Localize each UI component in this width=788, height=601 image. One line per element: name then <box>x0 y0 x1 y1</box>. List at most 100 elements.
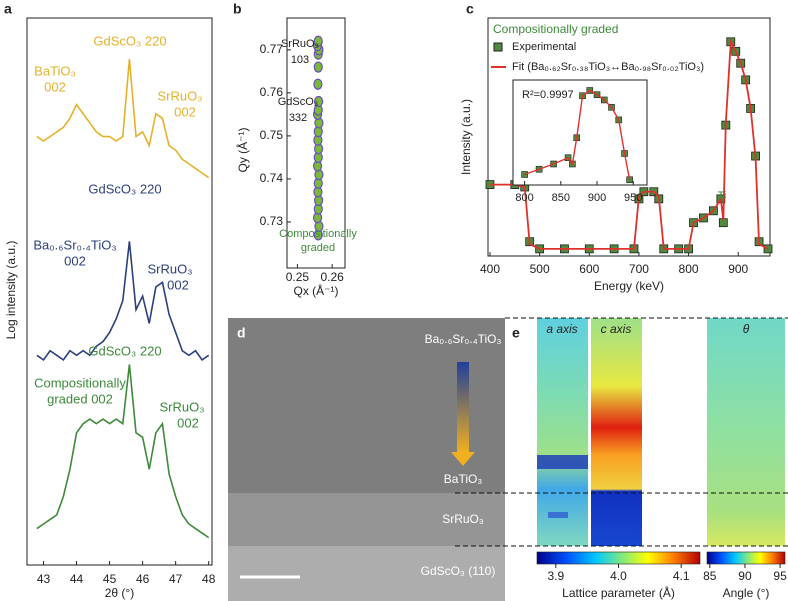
layer-label: Ba₀.₆Sr₀.₄TiO₃ <box>425 332 502 346</box>
peak-label: 002 <box>44 79 66 94</box>
rsm-point <box>313 78 323 90</box>
x-tick-label: 900 <box>728 262 748 276</box>
peak-label: GdScO₃ 220 <box>93 33 166 48</box>
rsm-point <box>314 95 324 108</box>
x-tick-label: 600 <box>579 262 599 276</box>
colorbar-tick-label: 95 <box>773 569 787 583</box>
peak-label: 002 <box>177 415 199 430</box>
fit-line <box>489 38 769 250</box>
layer-label: GdScO₃ (110) <box>421 564 496 578</box>
x-tick-label: 0.26 <box>320 270 344 284</box>
map-header: θ <box>743 322 750 336</box>
x-tick-label: 47 <box>169 572 183 586</box>
a-axis-band <box>537 455 588 469</box>
theta-map <box>707 318 785 546</box>
x-tick-label: 400 <box>480 262 500 276</box>
a-axis-spot <box>548 512 568 518</box>
rsm-point <box>313 61 323 73</box>
xrd-line <box>36 241 210 361</box>
legend-swatch <box>493 42 503 52</box>
peak-label: 002 <box>64 253 86 268</box>
layer-label: BaTiO₃ <box>444 472 483 486</box>
gradient-arrow <box>457 362 469 452</box>
x-tick-label: 48 <box>202 572 216 586</box>
colorbar <box>706 551 786 565</box>
x-tick-label: 800 <box>679 262 699 276</box>
colorbar-label: Lattice parameter (Å) <box>562 585 675 600</box>
peak-label: BaTiO₃ <box>34 63 76 78</box>
peak-label: graded 002 <box>47 391 113 406</box>
peak-label: Ba₀.₆Sr₀.₄TiO₃ <box>33 237 116 252</box>
plot-frame <box>487 17 771 257</box>
panel-letter: e <box>512 325 520 341</box>
interface-lines <box>455 317 788 547</box>
y-tick-label: 0.76 <box>260 85 284 99</box>
x-axis-label: Energy (keV) <box>594 279 664 293</box>
x-axis-label: 2θ (°) <box>105 586 134 600</box>
x-tick-label: 43 <box>37 572 51 586</box>
x-tick-label: 45 <box>103 572 117 586</box>
x-tick-label: 850 <box>552 192 570 204</box>
colorbar-tick-label: 90 <box>738 569 752 583</box>
peak-label: SrRuO₃ <box>157 88 202 103</box>
colorbar-tick-label: 4.0 <box>610 569 627 583</box>
a-axis-map <box>537 318 588 546</box>
x-tick-label: 900 <box>588 192 606 204</box>
x-tick-label: 500 <box>530 262 550 276</box>
panel-letter: b <box>233 1 242 17</box>
colorbar-tick-label: 4.1 <box>673 569 690 583</box>
peak-label: 002 <box>174 104 196 119</box>
peak-label: graded <box>301 242 335 254</box>
substrate-layer <box>228 546 505 601</box>
x-tick-label: 44 <box>70 572 84 586</box>
plot-frame <box>286 17 346 269</box>
peak-label: 002 <box>167 277 189 292</box>
map-header: c axis <box>601 322 632 336</box>
peak-label: 103 <box>291 54 309 66</box>
peak-label: SrRuO₃ <box>281 38 319 50</box>
y-tick-label: 0.74 <box>260 171 284 185</box>
legend-label: Fit (Ba₀.₆₂Sr₀.₃₈TiO₃↔Ba₀.₉₈Sr₀.₀₂TiO₃) <box>512 61 704 73</box>
peak-label: 332 <box>289 112 307 124</box>
x-tick-label: 46 <box>136 572 150 586</box>
y-axis-label: Intensity (a.u.) <box>459 99 473 175</box>
inset-fit-line <box>524 89 631 180</box>
xrd-line <box>36 364 210 539</box>
peak-label: GdScO₃ 220 <box>88 343 161 358</box>
colorbar <box>536 551 701 565</box>
layer-label: SrRuO₃ <box>442 512 484 526</box>
gradient-arrowhead <box>451 452 475 466</box>
panel-letter: d <box>237 325 246 341</box>
panel-letter: c <box>466 1 474 17</box>
y-tick-label: 0.75 <box>260 128 284 142</box>
peak-label: SrRuO₃ <box>147 261 192 276</box>
y-tick-label: 0.77 <box>260 42 284 56</box>
y-tick-label: 0.73 <box>260 214 284 228</box>
x-tick-label: 700 <box>629 262 649 276</box>
fit-quality: R²=0.9997 <box>522 89 574 101</box>
panel-letter: a <box>4 1 12 17</box>
peak-label: SrRuO₃ <box>159 399 204 414</box>
legend-label: Experimental <box>512 41 576 53</box>
colorbar-tick-label: 85 <box>703 569 717 583</box>
srruo3-layer <box>228 493 505 546</box>
xrd-line <box>36 58 210 179</box>
c-axis-map <box>591 318 642 546</box>
map-header: a axis <box>546 322 577 336</box>
plot-frame <box>26 17 213 566</box>
x-tick-label: 800 <box>515 192 533 204</box>
peak-label: GdScO₃ <box>278 96 319 108</box>
peak-label: Compositionally <box>34 375 126 390</box>
colorbar-tick-label: 3.9 <box>547 569 564 583</box>
x-tick-label: 950 <box>624 192 642 204</box>
edge-label: Ti <box>718 190 727 202</box>
peak-label: Compositionally <box>279 228 357 240</box>
colorbar-label: Angle (°) <box>723 586 770 600</box>
rsm-point <box>313 35 323 47</box>
x-axis-label: Qx (Å⁻¹) <box>294 283 339 298</box>
y-axis-label: Log intensity (a.u.) <box>4 241 18 340</box>
x-tick-label: 0.25 <box>286 270 310 284</box>
legend-title: Compositionally graded <box>493 22 618 36</box>
